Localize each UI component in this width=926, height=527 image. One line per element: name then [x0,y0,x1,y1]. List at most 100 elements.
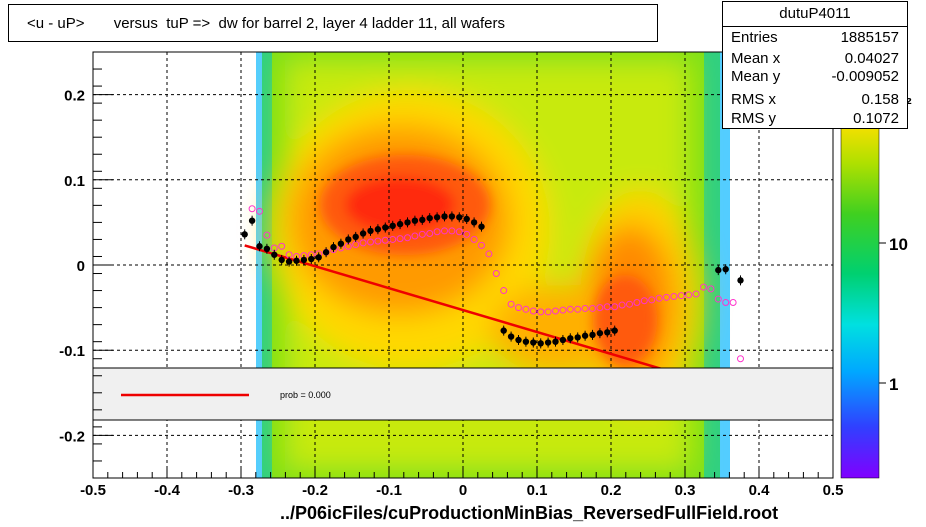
profile-black-point [463,215,470,223]
stats-key: Mean y [731,68,781,85]
profile-black-point [567,335,574,342]
profile-black-point [470,219,478,226]
profile-black-point [263,245,271,253]
profile-magenta-point [559,306,567,314]
profile-black-point [359,230,367,237]
profile-black-point [352,233,359,241]
profile-black-point [419,216,426,224]
profile-black-point [507,333,515,340]
profile-black-point [530,339,537,346]
profile-magenta-point [455,228,463,236]
profile-magenta-point [589,304,596,312]
profile-magenta-point [374,237,382,245]
profile-magenta-point [700,283,707,291]
profile-black-point [389,222,396,230]
profile-magenta-point [685,291,693,299]
profile-black-point [396,220,404,228]
profile-magenta-point [537,308,545,316]
profile-black-point [581,332,589,339]
profile-black-point [433,214,441,221]
y-tick-label: 0 [77,258,85,275]
profile-magenta-point [492,270,500,278]
profile-magenta-point [411,232,419,240]
profile-magenta-point [677,292,685,300]
y-tick-label: -0.2 [59,428,85,445]
source-file-path: ../P06icFiles/cuProductionMinBias_Revers… [280,503,779,523]
x-axis: -0.5 -0.4 -0.3 -0.2 -0.1 0 0.1 0.2 0.3 0.4 0.5 [80,466,843,499]
profile-magenta-point [522,305,530,313]
profile-magenta-point [359,239,367,247]
profile-magenta-point [248,205,256,213]
stats-key: Entries [731,29,778,46]
x-tick-label: 0 [459,482,467,499]
stats-row-mean-x: Mean x 0.04027 [731,50,899,70]
profile-black-point [293,257,300,264]
profile-magenta-point [670,293,678,301]
fit-legend: prob = 0.000 [92,367,834,421]
profile-black-point [544,339,552,346]
x-tick-label: -0.1 [376,482,402,499]
profile-black-point [522,338,530,345]
profile-magenta-point [404,234,411,242]
profile-magenta-point [596,304,604,312]
profile-black-point [248,217,256,224]
y-axis: 0.2 0.1 0 -0.1 -0.2 [59,51,113,479]
profile-black-point [715,266,722,274]
profile-magenta-point [463,230,471,238]
z-tick-label-partial: ² [906,95,912,114]
profile-black-point [256,243,263,250]
stats-key: RMS y [731,110,776,127]
profile-magenta-point [507,300,515,308]
profile-magenta-point [692,290,700,298]
profile-magenta-point [470,235,478,243]
profile-black-point [611,327,618,334]
profile-black-point [411,217,419,224]
stats-row-rms-y: RMS y 0.1072 [731,110,899,130]
stats-value: 0.1072 [853,110,899,127]
title-box: <u - uP> versus tuP => dw for barrel 2, … [8,4,658,42]
profile-magenta-point [722,298,730,306]
profile-magenta-point [707,285,715,293]
profile-magenta-point [441,227,448,235]
profile-black-point [552,338,559,345]
profile-black-point [604,329,611,336]
x-tick-label: -0.3 [228,482,254,499]
profile-magenta-point [433,228,441,236]
profile-magenta-point [626,300,633,308]
profile-black-point [337,240,345,247]
profile-black-point [382,224,389,231]
profile-magenta-point [648,296,656,304]
profile-black-point [285,258,293,265]
profile-magenta-point [552,307,559,315]
z-tick-label: 1 [889,375,898,394]
profile-black-point [500,327,507,334]
profile-black-point [308,255,315,263]
profile-magenta-point [574,305,582,313]
profile-black-point [537,340,544,347]
profile-magenta-point [426,229,434,237]
profile-magenta-point [618,301,626,309]
profile-black-point [441,213,448,220]
x-tick-label: 0.5 [823,482,844,499]
profile-magenta-point [544,308,552,316]
profile-magenta-point [256,207,263,215]
stats-row-entries: Entries 1885157 [731,29,899,49]
stats-row-mean-y: Mean y -0.009052 [731,68,899,88]
profile-black-point [559,336,567,344]
profile-magenta-point [396,235,404,243]
profile-magenta-point [640,297,648,305]
profile-magenta-point [418,230,426,238]
profile-magenta-point [737,355,744,363]
stats-row-rms-x: RMS x 0.158 [731,91,899,111]
profile-black-point [456,214,463,221]
plot-title: <u - uP> versus tuP => dw for barrel 2, … [27,15,506,32]
profile-black-point [589,331,596,339]
profile-black-point [404,219,411,226]
stats-key: Mean x [731,50,781,67]
profile-black-point [278,256,285,264]
profile-black-point [330,243,337,251]
profile-black-point [596,329,604,337]
profile-magenta-point [278,242,286,250]
profile-magenta-point [500,287,508,295]
